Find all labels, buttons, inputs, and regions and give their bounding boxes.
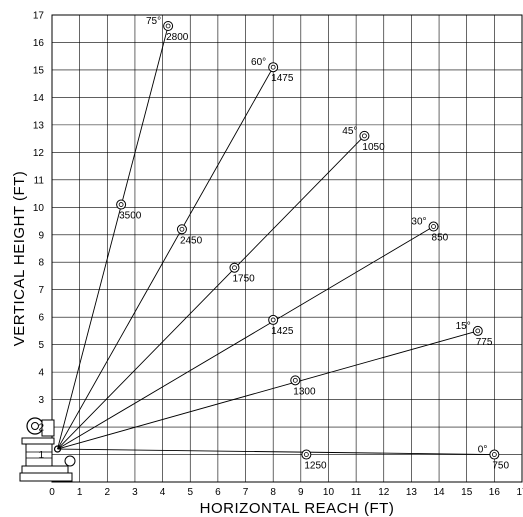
- crane-mast: [41, 419, 55, 437]
- crane-wheel: [64, 455, 76, 467]
- y-tick-label: 8: [38, 258, 44, 269]
- load-capacity-label: 1050: [362, 142, 385, 153]
- load-capacity-label: 750: [492, 461, 509, 472]
- y-tick-label: 6: [38, 313, 44, 324]
- y-tick-label: 4: [38, 368, 44, 379]
- plot-frame: [51, 14, 523, 483]
- x-tick-label: 3: [132, 487, 138, 498]
- y-tick-label: 3: [38, 395, 44, 406]
- x-tick-label: 12: [378, 487, 390, 498]
- load-point-marker-inner: [232, 265, 237, 271]
- load-capacity-label: 1750: [232, 274, 255, 285]
- y-tick-label: 14: [33, 93, 45, 104]
- x-tick-label: 7: [243, 487, 249, 498]
- x-tick-label: 11: [351, 487, 362, 498]
- y-tick-label: 11: [34, 175, 45, 186]
- x-tick-label: 14: [433, 487, 445, 498]
- load-capacity-label: 1300: [293, 386, 316, 397]
- load-point-marker-inner: [362, 133, 367, 139]
- x-tick-label: 4: [160, 487, 166, 498]
- crane-winch-hub: [31, 422, 39, 430]
- x-tick-labels: 01234567891011121314151617: [49, 487, 523, 498]
- x-tick-label: 8: [270, 487, 276, 498]
- boom-angle-label: 0°: [478, 445, 488, 456]
- boom-angle-label: 45°: [342, 126, 357, 137]
- load-point-marker-inner: [165, 23, 171, 29]
- load-point-marker-inner: [431, 224, 436, 229]
- x-tick-label: 1: [77, 487, 83, 498]
- y-tick-label: 13: [33, 120, 45, 131]
- boom-lines: [57, 25, 495, 455]
- y-tick-label: 10: [33, 203, 45, 214]
- grid: [51, 14, 523, 483]
- load-point-marker-inner: [491, 452, 497, 457]
- boom-line: [57, 226, 434, 450]
- load-capacity-label: 775: [476, 337, 493, 348]
- y-tick-label: 5: [38, 340, 44, 351]
- crane-base-plate: [19, 472, 73, 482]
- boom-line: [57, 135, 365, 450]
- load-point-marker-inner: [475, 328, 481, 334]
- y-tick-label: 7: [38, 285, 44, 296]
- load-capacity-label: 2450: [180, 235, 203, 246]
- load-point-marker-inner: [270, 317, 276, 323]
- load-capacity-label: 850: [432, 233, 449, 244]
- y-axis-label: VERTICAL HEIGHT (FT): [11, 171, 28, 347]
- crane-deck: [21, 437, 55, 445]
- y-tick-label: 15: [33, 65, 45, 76]
- load-capacity-label: 1250: [304, 461, 327, 472]
- boom-line: [57, 66, 274, 450]
- boom-angle-label: 30°: [411, 217, 426, 228]
- x-tick-label: 13: [406, 487, 418, 498]
- y-tick-label: 2: [38, 423, 44, 434]
- x-tick-label: 17: [516, 487, 523, 498]
- load-point-marker-inner: [303, 452, 309, 457]
- load-point-marker-inner: [118, 202, 124, 207]
- y-tick-label: 12: [33, 148, 45, 159]
- crane-plate: [21, 465, 69, 474]
- boom-line: [57, 448, 495, 455]
- y-tick-label: 1: [38, 450, 44, 461]
- x-axis-label: HORIZONTAL REACH (FT): [200, 500, 395, 517]
- x-tick-label: 2: [105, 487, 111, 498]
- y-tick-label: 9: [38, 230, 44, 241]
- x-tick-label: 5: [187, 487, 193, 498]
- boom-line: [57, 330, 478, 450]
- boom-angle-label: 60°: [251, 57, 266, 68]
- load-capacity-label: 1425: [271, 326, 294, 337]
- load-point-marker-inner: [270, 64, 276, 70]
- x-tick-label: 9: [298, 487, 304, 498]
- x-tick-label: 15: [461, 487, 473, 498]
- load-capacity-label: 2800: [166, 32, 189, 43]
- y-tick-label: 16: [33, 38, 45, 49]
- load-point-marker-inner: [292, 377, 298, 383]
- load-point-marker-inner: [179, 226, 185, 232]
- y-tick-label: 17: [33, 11, 45, 22]
- x-tick-label: 0: [49, 487, 55, 498]
- boom-angle-label: 15°: [456, 321, 471, 332]
- load-capacity-label: 3500: [119, 211, 142, 222]
- x-tick-label: 10: [323, 487, 335, 498]
- load-capacity-label: 1475: [271, 73, 294, 84]
- x-tick-label: 6: [215, 487, 221, 498]
- boom-points: 3500 2800 75° 2450 1475 60° 1750 1050 45° 1425 850…: [116, 16, 509, 472]
- boom-line: [57, 25, 169, 450]
- boom-angle-label: 75°: [146, 16, 161, 27]
- x-tick-label: 16: [489, 487, 501, 498]
